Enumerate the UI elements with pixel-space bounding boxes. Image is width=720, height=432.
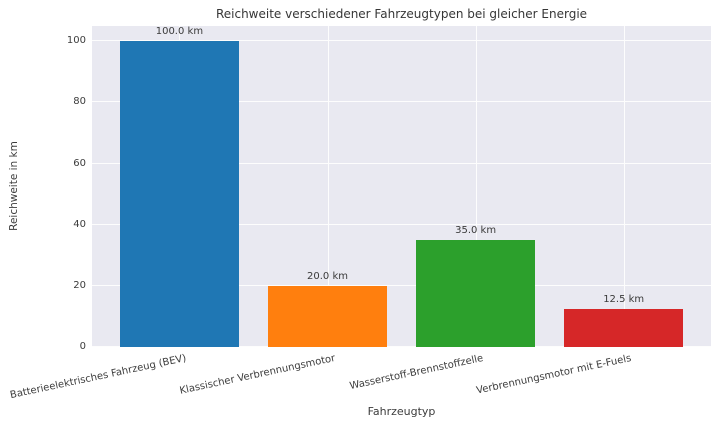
y-tick-label: 20 (73, 279, 86, 291)
y-tick-label: 80 (73, 96, 86, 108)
plot-area: 100.0 km 20.0 km 35.0 km 12.5 km (92, 26, 711, 347)
bar-value-label: 35.0 km (455, 225, 497, 236)
y-axis-label: Reichweite in km (8, 141, 20, 231)
y-tick-label: 40 (73, 218, 86, 230)
gridline-h (92, 40, 711, 42)
chart-title: Reichweite verschiedener Fahrzeugtypen b… (215, 7, 588, 21)
y-tick-label: 0 (79, 341, 86, 352)
gridline-h (92, 162, 711, 164)
gridline-h (92, 101, 711, 103)
bar (416, 240, 535, 347)
gridline-v (623, 26, 625, 347)
bar-value-label: 12.5 km (603, 293, 645, 305)
bar (120, 41, 239, 347)
gridline-v (327, 26, 329, 347)
gridline-h (92, 284, 711, 286)
bar-value-label: 20.0 km (307, 270, 348, 282)
gridline-h (92, 223, 711, 225)
bar (268, 285, 387, 347)
bar-value-label: 100.0 km (155, 26, 204, 38)
y-tick-label: 100 (66, 35, 86, 47)
y-tick-label: 60 (73, 157, 86, 169)
x-axis-label: Fahrzeugtyp (367, 405, 436, 418)
gridline-v (475, 26, 477, 347)
gridline-h (92, 346, 711, 347)
bar (564, 308, 683, 347)
